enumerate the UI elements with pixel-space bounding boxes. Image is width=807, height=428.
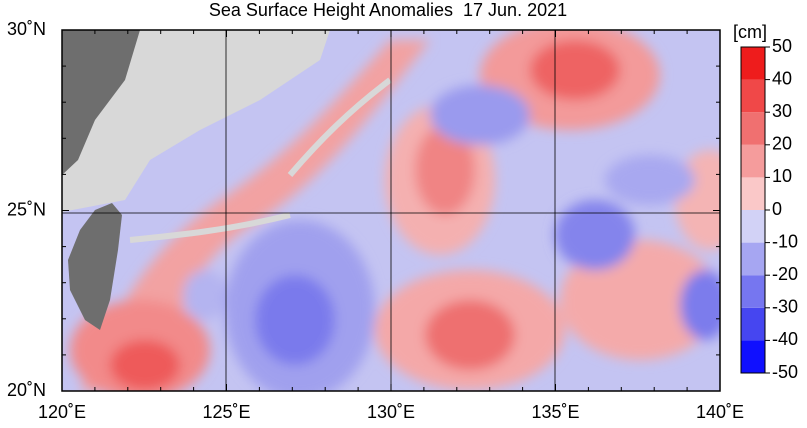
colorbar: [cm] xyxy=(733,22,767,42)
colorbar-tick-label: 30 xyxy=(772,101,792,121)
colorbar-tick-label: -20 xyxy=(772,264,798,284)
colorbar-band xyxy=(741,112,765,145)
colorbar-band xyxy=(741,340,765,373)
lat-label: 30˚N xyxy=(7,19,46,39)
colorbar-band xyxy=(741,307,765,341)
lat-label: 20˚N xyxy=(7,380,46,400)
colorbar-band xyxy=(741,177,765,210)
colorbar-band xyxy=(741,275,765,308)
colorbar-band xyxy=(741,242,765,276)
colorbar-tick-label: -10 xyxy=(772,231,798,251)
lon-label: 130˚E xyxy=(367,402,415,422)
colorbar-tick-label: 20 xyxy=(772,134,792,154)
lon-label: 120˚E xyxy=(38,402,86,422)
colorbar-tick-label: -50 xyxy=(772,362,798,382)
lon-label: 125˚E xyxy=(202,402,250,422)
colorbar-tick-label: 40 xyxy=(772,68,792,88)
colorbar-band xyxy=(741,144,765,178)
colorbar-tick-label: -40 xyxy=(772,329,798,349)
lon-label: 135˚E xyxy=(531,402,579,422)
lat-label: 25˚N xyxy=(7,199,46,219)
colorbar-tick-label: 0 xyxy=(772,199,782,219)
colorbar-tick-label: -30 xyxy=(772,297,798,317)
colorbar-band xyxy=(741,79,765,113)
colorbar-unit: [cm] xyxy=(733,22,767,42)
colorbar-band xyxy=(741,47,765,80)
colorbar-tick-label: 50 xyxy=(772,36,792,56)
map-title: Sea Surface Height Anomalies 17 Jun. 202… xyxy=(209,0,567,20)
colorbar-band xyxy=(741,210,765,243)
lon-label: 140˚E xyxy=(696,402,744,422)
ssh-field xyxy=(62,30,720,391)
colorbar-tick-label: 10 xyxy=(772,166,792,186)
